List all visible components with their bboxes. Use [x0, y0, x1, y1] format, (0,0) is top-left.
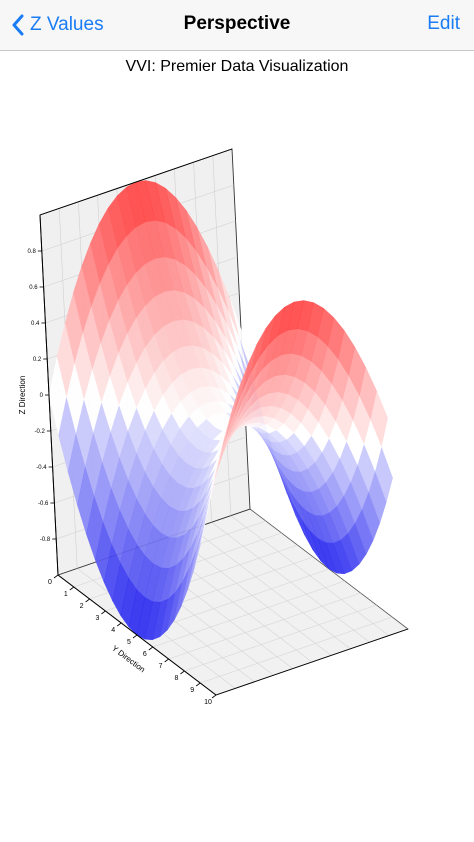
y-tick — [101, 610, 106, 615]
y-tick-label: 8 — [174, 675, 178, 682]
z-tick-label: 0.4 — [31, 321, 40, 327]
y-tick-label: 5 — [127, 639, 131, 646]
y-tick — [195, 682, 201, 687]
y-tick — [85, 598, 90, 603]
floor-gridline — [152, 580, 345, 648]
y-tick — [116, 622, 122, 627]
y-tick — [69, 586, 75, 591]
y-tick — [148, 646, 154, 651]
back-button[interactable]: Z Values — [12, 10, 104, 40]
floor-gridline — [230, 515, 389, 636]
y-tick — [53, 574, 59, 579]
y-tick — [132, 634, 138, 639]
y-tick — [164, 658, 169, 663]
surface-facet — [200, 477, 216, 544]
y-tick-label: 7 — [159, 663, 163, 670]
back-button-label: Z Values — [30, 14, 104, 35]
y-tick-label: 3 — [95, 615, 99, 622]
z-tick-label: 0.2 — [33, 357, 42, 363]
z-tick-label: 0 — [40, 393, 44, 399]
navigation-bar: Z Values Perspective Edit — [0, 0, 474, 51]
y-axis-title: Y Direction — [110, 644, 147, 675]
page-title: Perspective — [183, 13, 291, 34]
surface-mesh — [48, 180, 400, 641]
plot-front-frame — [37, 148, 409, 699]
edit-button[interactable]: Edit — [427, 13, 460, 34]
top-edge-line — [39, 148, 233, 216]
y-tick — [211, 694, 217, 699]
y-tick-label: 9 — [190, 687, 194, 694]
z-tick-label: -0.8 — [40, 537, 51, 543]
y-tick-label: 2 — [80, 603, 84, 610]
chart-title: VVI: Premier Data Visualization — [125, 58, 349, 75]
floor-gridline — [192, 528, 351, 650]
z-axis-title: Z Direction — [18, 376, 27, 415]
floor-gridline — [184, 604, 377, 672]
z-tick-label: -0.6 — [38, 501, 49, 507]
floor-right-edge — [215, 628, 409, 696]
surface-plot[interactable]: 0 1 2 3 4 5 6 7 8 9 10 0.8 0.6 0.4 0.2 0 -0.2 -0.4 -0.6 -0.… — [0, 80, 474, 780]
y-tick-label: 0 — [48, 579, 52, 586]
z-tick-label: 0.6 — [29, 285, 38, 291]
floor-gridline — [168, 592, 361, 660]
y-tick-label: 4 — [111, 627, 115, 634]
y-tick-label: 6 — [143, 651, 147, 658]
z-tick-label: -0.2 — [34, 429, 45, 435]
y-tick — [180, 670, 185, 675]
floor-gridline — [211, 521, 370, 643]
y-tick-label: 10 — [204, 699, 212, 706]
z-tick-label: -0.4 — [36, 465, 47, 471]
chevron-left-icon — [12, 14, 24, 36]
floor-gridline — [173, 535, 332, 656]
y-tick-label: 1 — [64, 591, 68, 598]
z-tick-label: 0.8 — [27, 249, 36, 255]
floor-gridline — [200, 616, 393, 684]
